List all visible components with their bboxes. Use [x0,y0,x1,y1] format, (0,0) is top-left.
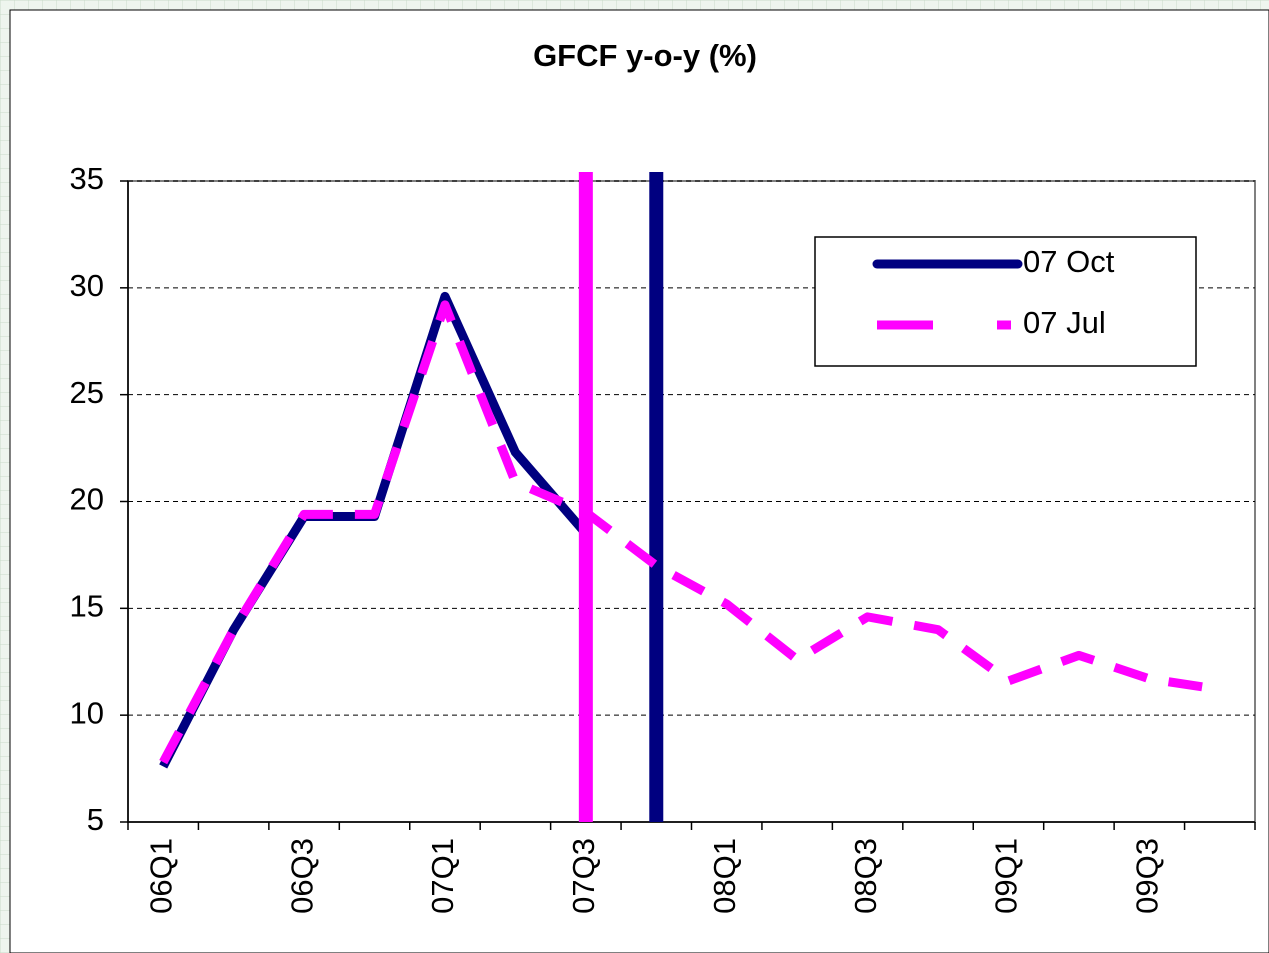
x-tick-label: 09Q1 [989,838,1024,914]
x-tick-label: 09Q3 [1130,838,1165,914]
chart-title: GFCF y-o-y (%) [533,38,757,73]
legend-label: 07 Oct [1023,244,1115,279]
x-tick-label: 07Q3 [566,838,601,914]
x-tick-label: 07Q1 [425,838,460,914]
legend [814,236,1197,367]
y-tick-label: 10 [70,695,104,730]
y-tick-label: 15 [70,589,104,624]
x-tick-label: 06Q3 [284,838,319,914]
y-tick-label: 20 [70,482,104,517]
y-tick-label: 35 [70,161,104,196]
y-tick-label: 30 [70,268,104,303]
y-tick-label: 5 [87,802,104,837]
series-line [159,300,1221,765]
x-tick-label: 08Q1 [707,838,742,914]
x-tick-label: 06Q1 [143,838,178,914]
x-tick-label: 08Q3 [848,838,883,914]
y-tick-label: 25 [70,375,104,410]
legend-label: 07 Jul [1023,305,1106,340]
